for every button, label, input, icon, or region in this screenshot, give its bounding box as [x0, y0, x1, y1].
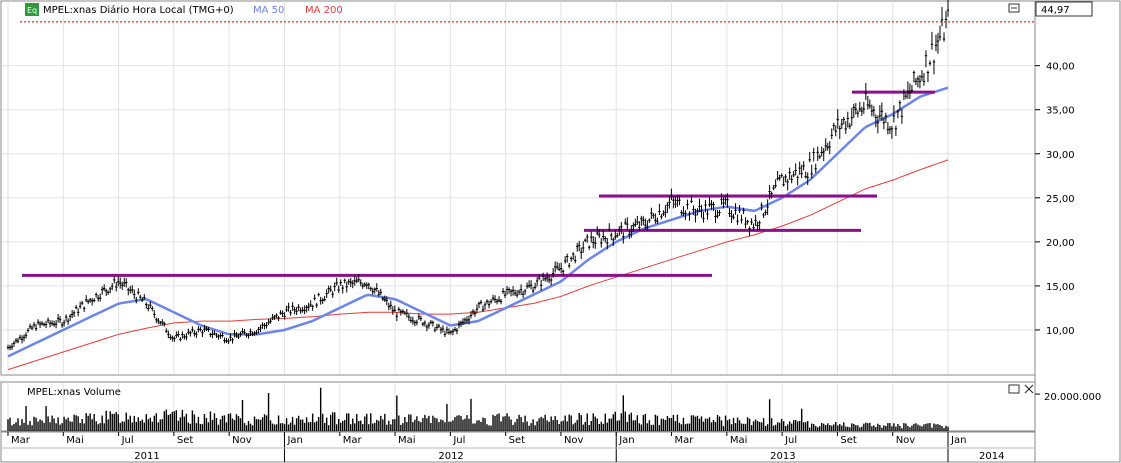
x-month-label: Nov [896, 435, 916, 446]
horizontal-levels [22, 90, 935, 277]
y-axis-ticks: 10,00 15,00 20,00 25,00 30,00 35,00 40,00 [1035, 62, 1075, 337]
x-year-label: 2012 [438, 451, 463, 462]
x-month-label: Jan [950, 435, 966, 446]
y-tick-label: 15,00 [1046, 282, 1075, 293]
x-axis-frame [0, 431, 1036, 463]
x-year-label: 2011 [134, 451, 159, 462]
panel-menu-icon[interactable] [1008, 3, 1020, 13]
x-month-label: Jan [286, 435, 302, 446]
x-month-label: Set [509, 435, 526, 446]
y-tick-label: 40,00 [1046, 62, 1075, 73]
x-year-label: 2014 [979, 451, 1004, 462]
ma50-series [7, 86, 949, 358]
y-axis-frame [1034, 0, 1121, 463]
x-month-label: Set [840, 435, 857, 446]
x-month-label: Mar [11, 435, 31, 446]
x-month-label: Mar [343, 435, 363, 446]
volume-panel-frame [0, 381, 1036, 432]
ma50-line [7, 86, 949, 358]
x-month-label: Jul [452, 435, 465, 446]
volume-bars [7, 387, 1040, 431]
y-tick-label: 25,00 [1046, 194, 1075, 205]
x-month-label: Mai [730, 435, 748, 446]
x-month-label: Mar [675, 435, 695, 446]
legend-ma50[interactable]: MA 50 [253, 5, 284, 16]
x-month-label: Jul [784, 435, 797, 446]
x-month-label: Set [177, 435, 194, 446]
y-tick-label: 10,00 [1046, 326, 1075, 337]
gridlines [2, 1, 1034, 431]
volume-title: MPEL:xnas Volume [27, 387, 121, 398]
x-axis-ticks: Mar Mai Jul Set Nov Jan Mar Mai Jul Set Nov Jan Mar M… [2, 432, 1034, 462]
close-icon[interactable] [1024, 384, 1034, 394]
last-price-label: 44,97 [1041, 5, 1070, 16]
y-tick-label: 20,00 [1046, 238, 1075, 249]
x-month-label: Mai [66, 435, 84, 446]
legend-ma200[interactable]: MA 200 [305, 5, 343, 16]
volume-tick-label: 20.000.000 [1044, 392, 1101, 403]
x-month-label: Jul [121, 435, 134, 446]
x-year-label: 2013 [770, 451, 795, 462]
y-tick-label: 30,00 [1046, 150, 1075, 161]
legend-symbol[interactable]: MPEL:xnas Diário Hora Local (TMG+0) [43, 4, 234, 16]
x-month-label: Jan [618, 435, 634, 446]
y-tick-label: 35,00 [1046, 106, 1075, 117]
maximize-icon[interactable] [1008, 384, 1020, 394]
last-price-box [1035, 1, 1093, 17]
x-month-label: Nov [564, 435, 584, 446]
x-month-label: Nov [232, 435, 252, 446]
x-month-label: Mai [398, 435, 416, 446]
eq-badge-label: Eq [27, 6, 37, 15]
price-bars [6, 0, 950, 351]
eq-badge[interactable] [25, 3, 39, 16]
